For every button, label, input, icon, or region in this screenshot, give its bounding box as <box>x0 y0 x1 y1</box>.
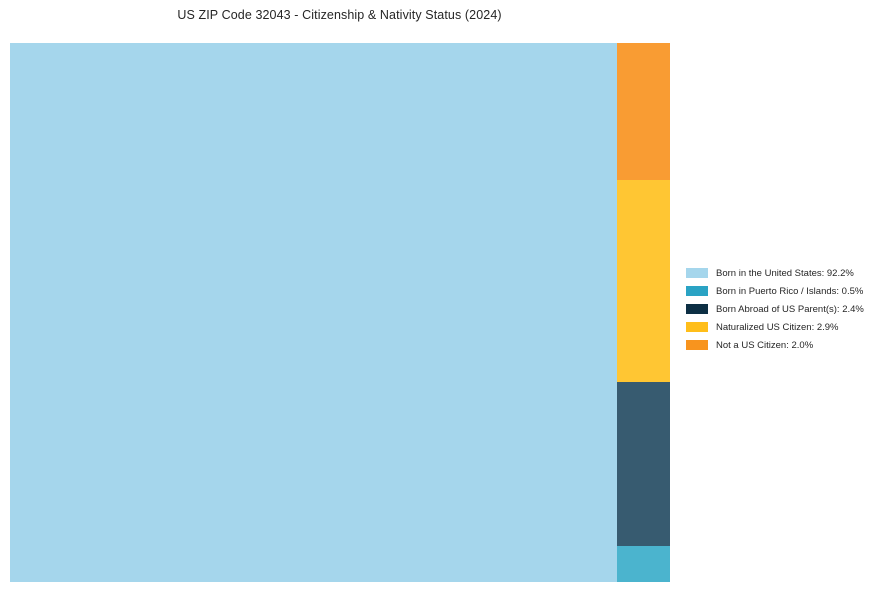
legend-item-label: Naturalized US Citizen: 2.9% <box>716 321 839 333</box>
legend-item-label: Born Abroad of US Parent(s): 2.4% <box>716 303 864 315</box>
legend-swatch <box>686 322 708 332</box>
legend-item[interactable]: Naturalized US Citizen: 2.9% <box>686 318 886 336</box>
treemap-tile[interactable] <box>617 546 670 582</box>
treemap-tile[interactable] <box>617 180 670 382</box>
treemap-tile[interactable] <box>617 43 670 180</box>
treemap-tile[interactable] <box>617 382 670 546</box>
legend-item[interactable]: Born in the United States: 92.2% <box>686 264 886 282</box>
legend-swatch <box>686 268 708 278</box>
treemap-tile[interactable] <box>10 43 617 582</box>
treemap-plot-area <box>10 43 670 582</box>
legend-item-label: Born in Puerto Rico / Islands: 0.5% <box>716 285 864 297</box>
legend-item[interactable]: Born in Puerto Rico / Islands: 0.5% <box>686 282 886 300</box>
legend-item-label: Born in the United States: 92.2% <box>716 267 854 279</box>
legend-swatch <box>686 340 708 350</box>
legend-item-label: Not a US Citizen: 2.0% <box>716 339 814 351</box>
legend-item[interactable]: Born Abroad of US Parent(s): 2.4% <box>686 300 886 318</box>
legend-swatch <box>686 286 708 296</box>
chart-legend: Born in the United States: 92.2% Born in … <box>686 264 886 354</box>
legend-swatch <box>686 304 708 314</box>
chart-title: US ZIP Code 32043 - Citizenship & Nativi… <box>177 8 502 22</box>
legend-item[interactable]: Not a US Citizen: 2.0% <box>686 336 886 354</box>
